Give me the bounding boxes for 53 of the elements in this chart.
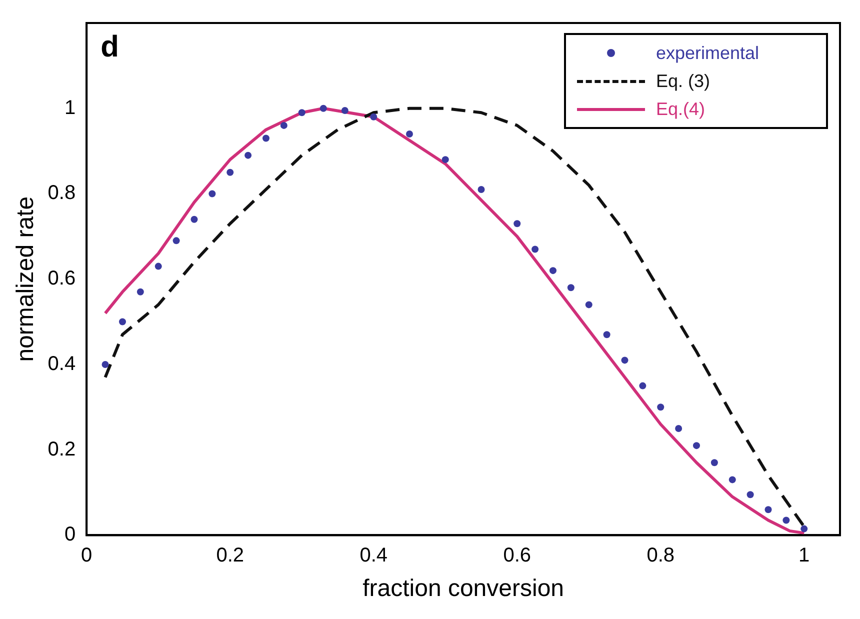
point: [549, 267, 556, 274]
point: [692, 442, 700, 450]
point: [746, 491, 754, 498]
point: [710, 459, 718, 466]
point: [102, 360, 109, 368]
x-tick-label: 0.6: [503, 544, 532, 567]
y-axis-title: normalized rate: [12, 196, 40, 362]
y-tick-label: 0.2: [48, 438, 76, 460]
y-tick-label: 1: [64, 96, 76, 119]
point: [154, 262, 162, 270]
x-tick-label: 0.4: [360, 544, 388, 567]
point: [208, 190, 216, 198]
y-tick-label: 0: [64, 524, 76, 546]
point: [118, 318, 126, 326]
point: [782, 516, 790, 524]
x-tick-label: 1: [798, 544, 810, 567]
point: [320, 104, 327, 112]
point: [406, 130, 413, 138]
point: [226, 168, 234, 176]
point: [532, 246, 539, 253]
point: [603, 331, 610, 338]
point: [639, 382, 646, 390]
y-tick-label: 0.8: [48, 182, 76, 204]
y-tick-label: 0.4: [48, 352, 76, 375]
point: [280, 122, 288, 129]
x-tick-label: 0.8: [646, 544, 675, 567]
y-tick-label: 0.6: [48, 268, 76, 290]
point: [514, 220, 521, 228]
point: [657, 404, 664, 411]
legend-label: Eq.(4): [656, 98, 706, 120]
point: [800, 525, 808, 532]
x-axis-title: fraction conversion: [362, 575, 564, 602]
point: [621, 356, 628, 364]
point: [764, 506, 772, 514]
x-tick-label: 0: [81, 544, 92, 567]
point: [675, 424, 682, 432]
point: [370, 113, 378, 120]
point: [341, 107, 348, 114]
x-tick-label: 0.2: [216, 544, 244, 567]
point: [478, 186, 485, 193]
point: [136, 288, 144, 296]
point: [567, 284, 574, 292]
point: [262, 134, 270, 142]
point: [728, 476, 736, 484]
legend-label: experimental: [656, 42, 760, 64]
point: [585, 301, 592, 308]
legend-label: Eq. (3): [656, 70, 710, 92]
point: [172, 237, 180, 244]
point: [442, 156, 449, 164]
point: [244, 152, 252, 159]
point: [298, 109, 306, 116]
annotation: d: [100, 30, 119, 64]
point: [190, 216, 198, 223]
